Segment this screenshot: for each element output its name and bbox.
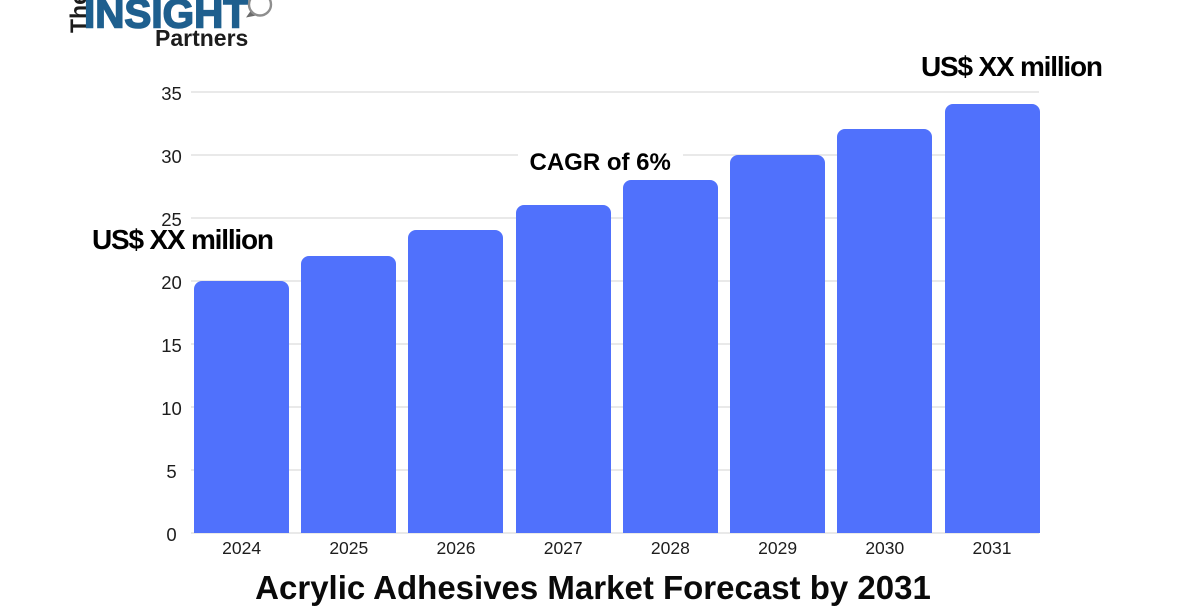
svg-text:INSIGHT: INSIGHT — [84, 0, 248, 37]
svg-text:The: The — [66, 0, 92, 33]
svg-text:Partners: Partners — [155, 25, 248, 51]
